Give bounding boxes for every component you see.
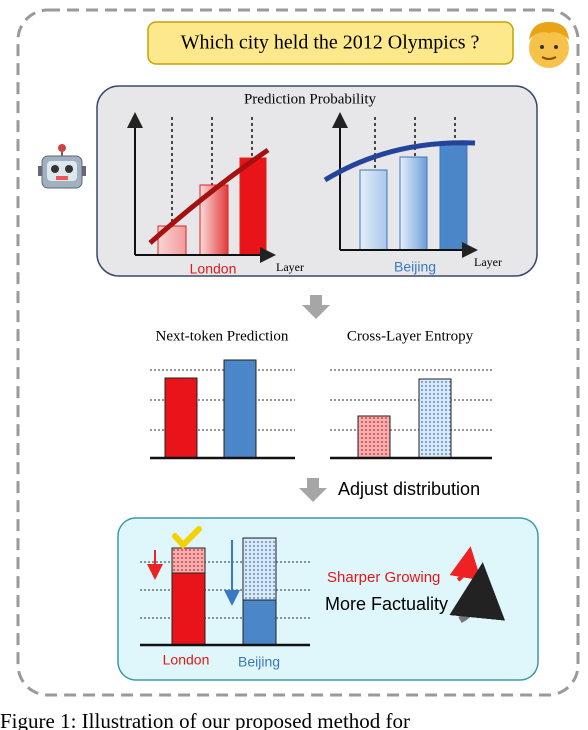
bottom-panel: [117, 517, 539, 681]
label: Beijing: [238, 654, 280, 670]
chart-title: Cross-Layer Entropy: [347, 328, 474, 344]
user-icon: [529, 22, 569, 68]
caption: Figure 1: Illustration of our proposed m…: [0, 709, 410, 730]
note: Sharper Growing: [327, 569, 440, 586]
middle-right-chart: [330, 369, 492, 460]
panel-title: Prediction Probability: [244, 91, 377, 107]
question: Which city held the 2012 Olympics ?: [181, 32, 480, 54]
bottom-chart: [140, 526, 506, 647]
right-chart: [323, 112, 478, 258]
question-bubble: [147, 21, 514, 65]
outer-frame: [16, 8, 580, 697]
axis-label: Layer: [474, 255, 502, 269]
axis-label: Layer: [276, 260, 304, 274]
chart-title: Next-token Prediction: [156, 328, 289, 344]
down-arrow: [302, 295, 330, 319]
down-arrow: [299, 478, 327, 502]
label: London: [163, 652, 210, 668]
arrow-label: Adjust distribution: [338, 479, 480, 499]
robot-icon: [38, 144, 86, 189]
note: More Factuality: [325, 594, 448, 614]
label: Beijing: [394, 259, 436, 275]
label: London: [190, 261, 237, 277]
middle-left-chart: [150, 359, 295, 460]
left-chart: [127, 112, 276, 263]
